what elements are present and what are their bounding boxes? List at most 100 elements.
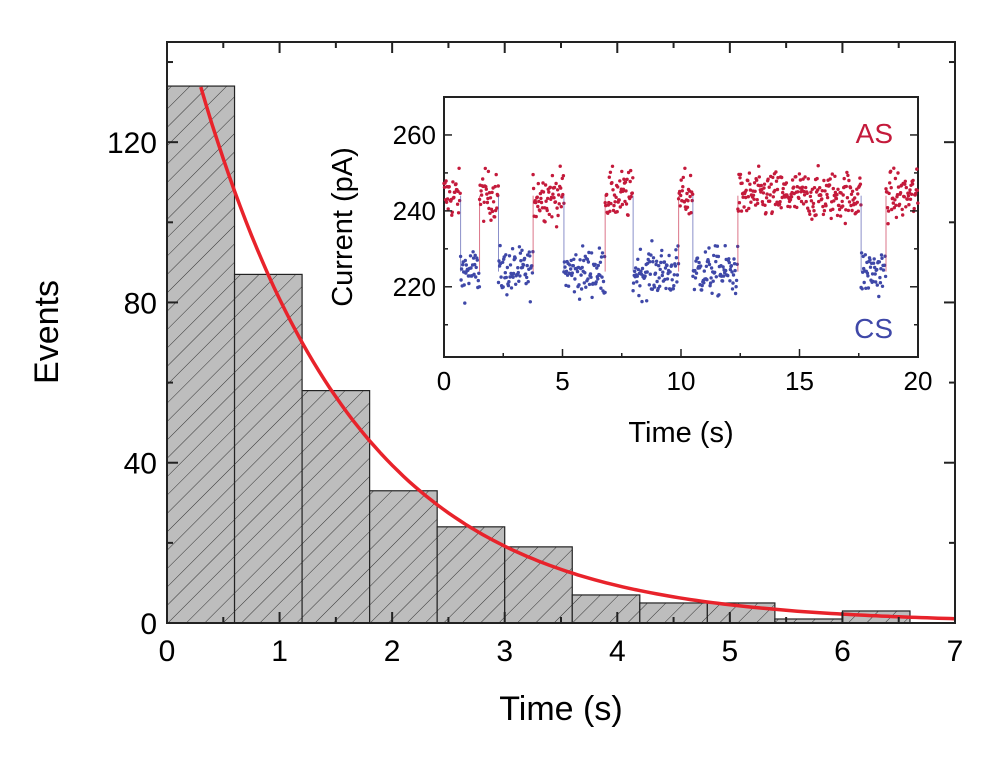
- trace-point: [819, 193, 823, 197]
- trace-point: [829, 216, 833, 221]
- exponential-fit-line: [199, 86, 956, 621]
- trace-point: [519, 259, 523, 263]
- trace-point: [731, 273, 736, 277]
- trace-point: [914, 191, 918, 196]
- trace-point: [629, 194, 633, 199]
- trace-point: [640, 266, 645, 271]
- trace-point: [757, 164, 761, 168]
- trace-point: [883, 274, 888, 279]
- trace-point: [628, 179, 632, 184]
- trace-point: [544, 199, 548, 203]
- inset-x-tick-label: 20: [904, 366, 933, 396]
- trace-point: [817, 199, 821, 204]
- histogram-bar: [301, 390, 371, 623]
- trace-point: [648, 260, 652, 264]
- trace-point: [700, 283, 704, 288]
- trace-point: [746, 195, 750, 199]
- trace-point: [755, 198, 759, 202]
- trace-point: [548, 185, 552, 189]
- trace-point: [625, 177, 629, 181]
- trace-point: [531, 172, 535, 177]
- trace-point: [474, 265, 478, 270]
- trace-point: [691, 192, 695, 196]
- trace-point: [730, 287, 735, 291]
- trace-point: [630, 191, 634, 195]
- trace-point: [468, 254, 473, 258]
- trace-point: [506, 283, 511, 288]
- trace-point: [612, 203, 616, 208]
- trace-point: [825, 192, 829, 197]
- trace-point: [915, 188, 919, 193]
- trace-point: [561, 192, 565, 197]
- trace-point: [709, 276, 713, 280]
- trace-point: [640, 299, 644, 304]
- trace-point: [469, 266, 473, 270]
- trace-point: [827, 183, 832, 187]
- trace-point: [679, 178, 683, 182]
- trace-point: [807, 209, 811, 213]
- trace-point: [463, 301, 467, 305]
- trace-point: [789, 195, 794, 199]
- trace-point: [702, 281, 706, 285]
- trace-point: [578, 258, 582, 262]
- trace-point: [882, 263, 887, 267]
- trace-point: [659, 254, 663, 258]
- y-tick-label: 80: [124, 287, 157, 320]
- trace-point: [680, 189, 684, 193]
- trace-point: [689, 211, 693, 215]
- trace-point: [880, 256, 884, 260]
- trace-point: [691, 274, 695, 278]
- trace-point: [802, 193, 807, 197]
- trace-point: [846, 208, 851, 213]
- trace-point: [672, 273, 676, 277]
- trace-point: [681, 185, 685, 189]
- trace-point: [484, 187, 488, 191]
- trace-point: [499, 275, 503, 279]
- trace-point: [795, 205, 799, 210]
- trace-point: [844, 208, 848, 212]
- trace-point: [714, 275, 718, 279]
- trace-point: [464, 263, 468, 267]
- trace-point: [847, 178, 851, 183]
- trace-point: [770, 210, 774, 214]
- trace-point: [651, 256, 656, 260]
- trace-point: [822, 209, 827, 213]
- trace-point: [866, 286, 871, 290]
- trace-point: [658, 284, 662, 288]
- trace-point: [888, 181, 892, 185]
- trace-point: [703, 250, 708, 254]
- x-tick-label: 0: [159, 635, 176, 668]
- trace-point: [678, 204, 682, 208]
- trace-point: [665, 263, 669, 268]
- trace-point: [702, 269, 706, 273]
- trace-point: [833, 174, 837, 178]
- histogram-bar: [504, 546, 573, 623]
- trace-point: [694, 259, 698, 263]
- trace-point: [444, 179, 448, 183]
- trace-point: [569, 258, 573, 263]
- trace-point: [568, 263, 572, 267]
- inset-x-label: Time (s): [628, 417, 733, 449]
- trace-point: [572, 290, 577, 294]
- trace-point: [760, 200, 765, 204]
- trace-point: [490, 209, 495, 214]
- trace-point: [493, 215, 497, 219]
- trace-point: [673, 264, 678, 268]
- main-x-label: Time (s): [499, 690, 622, 728]
- trace-point: [624, 189, 628, 193]
- trace-segment-as: [736, 164, 863, 226]
- trace-point: [527, 250, 531, 254]
- trace-point: [610, 164, 615, 168]
- trace-point: [660, 273, 664, 278]
- trace-point: [523, 272, 528, 276]
- trace-point: [636, 257, 640, 261]
- trace-point: [858, 182, 863, 186]
- trace-point: [708, 284, 712, 288]
- trace-point: [794, 175, 798, 179]
- trace-point: [472, 272, 476, 276]
- trace-point: [890, 207, 894, 212]
- trace-point: [491, 200, 496, 204]
- trace-point: [482, 219, 486, 223]
- trace-point: [694, 271, 699, 275]
- trace-point: [518, 251, 523, 255]
